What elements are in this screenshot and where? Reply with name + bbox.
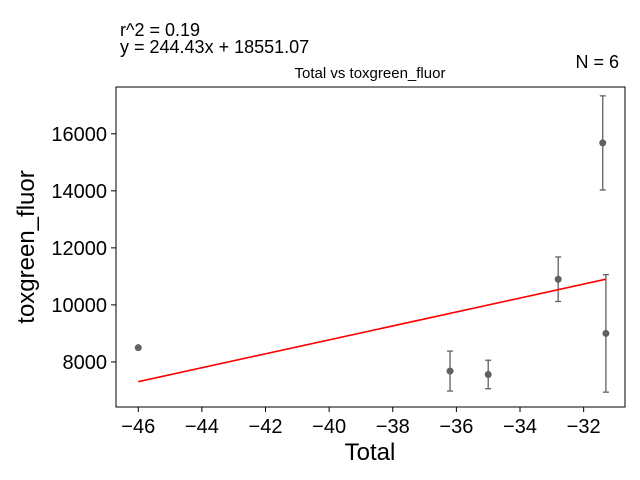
x-tick-label: −42 (249, 416, 283, 438)
chart-title: Total vs toxgreen_fluor (295, 65, 446, 82)
x-tick-label: −44 (185, 416, 219, 438)
data-point (602, 329, 610, 337)
x-tick-label: −46 (121, 416, 155, 438)
x-tick-label: −34 (503, 416, 537, 438)
data-point (599, 139, 607, 147)
y-tick-label: 12000 (51, 238, 107, 260)
y-axis-ticks: 8000 10000 12000 14000 16000 (51, 124, 116, 374)
x-tick-label: −32 (567, 416, 601, 438)
regression-line (138, 278, 607, 383)
regression-equation: y = 244.43x + 18551.07 (120, 37, 309, 57)
data-point (484, 370, 492, 378)
r-squared-annotation: r^2 = 0.19 (120, 20, 200, 40)
data-point (554, 275, 562, 283)
y-axis-label: toxgreen_fluor (13, 170, 40, 323)
x-tick-label: −38 (376, 416, 410, 438)
x-axis-ticks: −46 −44 −42 −40 −38 −36 −34 −32 (121, 407, 601, 438)
y-tick-label: 10000 (51, 295, 107, 317)
x-tick-label: −36 (439, 416, 473, 438)
y-tick-label: 14000 (51, 181, 107, 203)
y-tick-label: 8000 (63, 352, 108, 374)
data-point (134, 344, 142, 352)
sample-count: N = 6 (575, 52, 619, 72)
x-tick-label: −40 (312, 416, 346, 438)
data-point (446, 367, 454, 375)
x-axis-label: Total (345, 439, 396, 466)
plot-layer (134, 95, 610, 393)
plot-area-frame (115, 86, 626, 408)
y-tick-label: 16000 (51, 124, 107, 146)
